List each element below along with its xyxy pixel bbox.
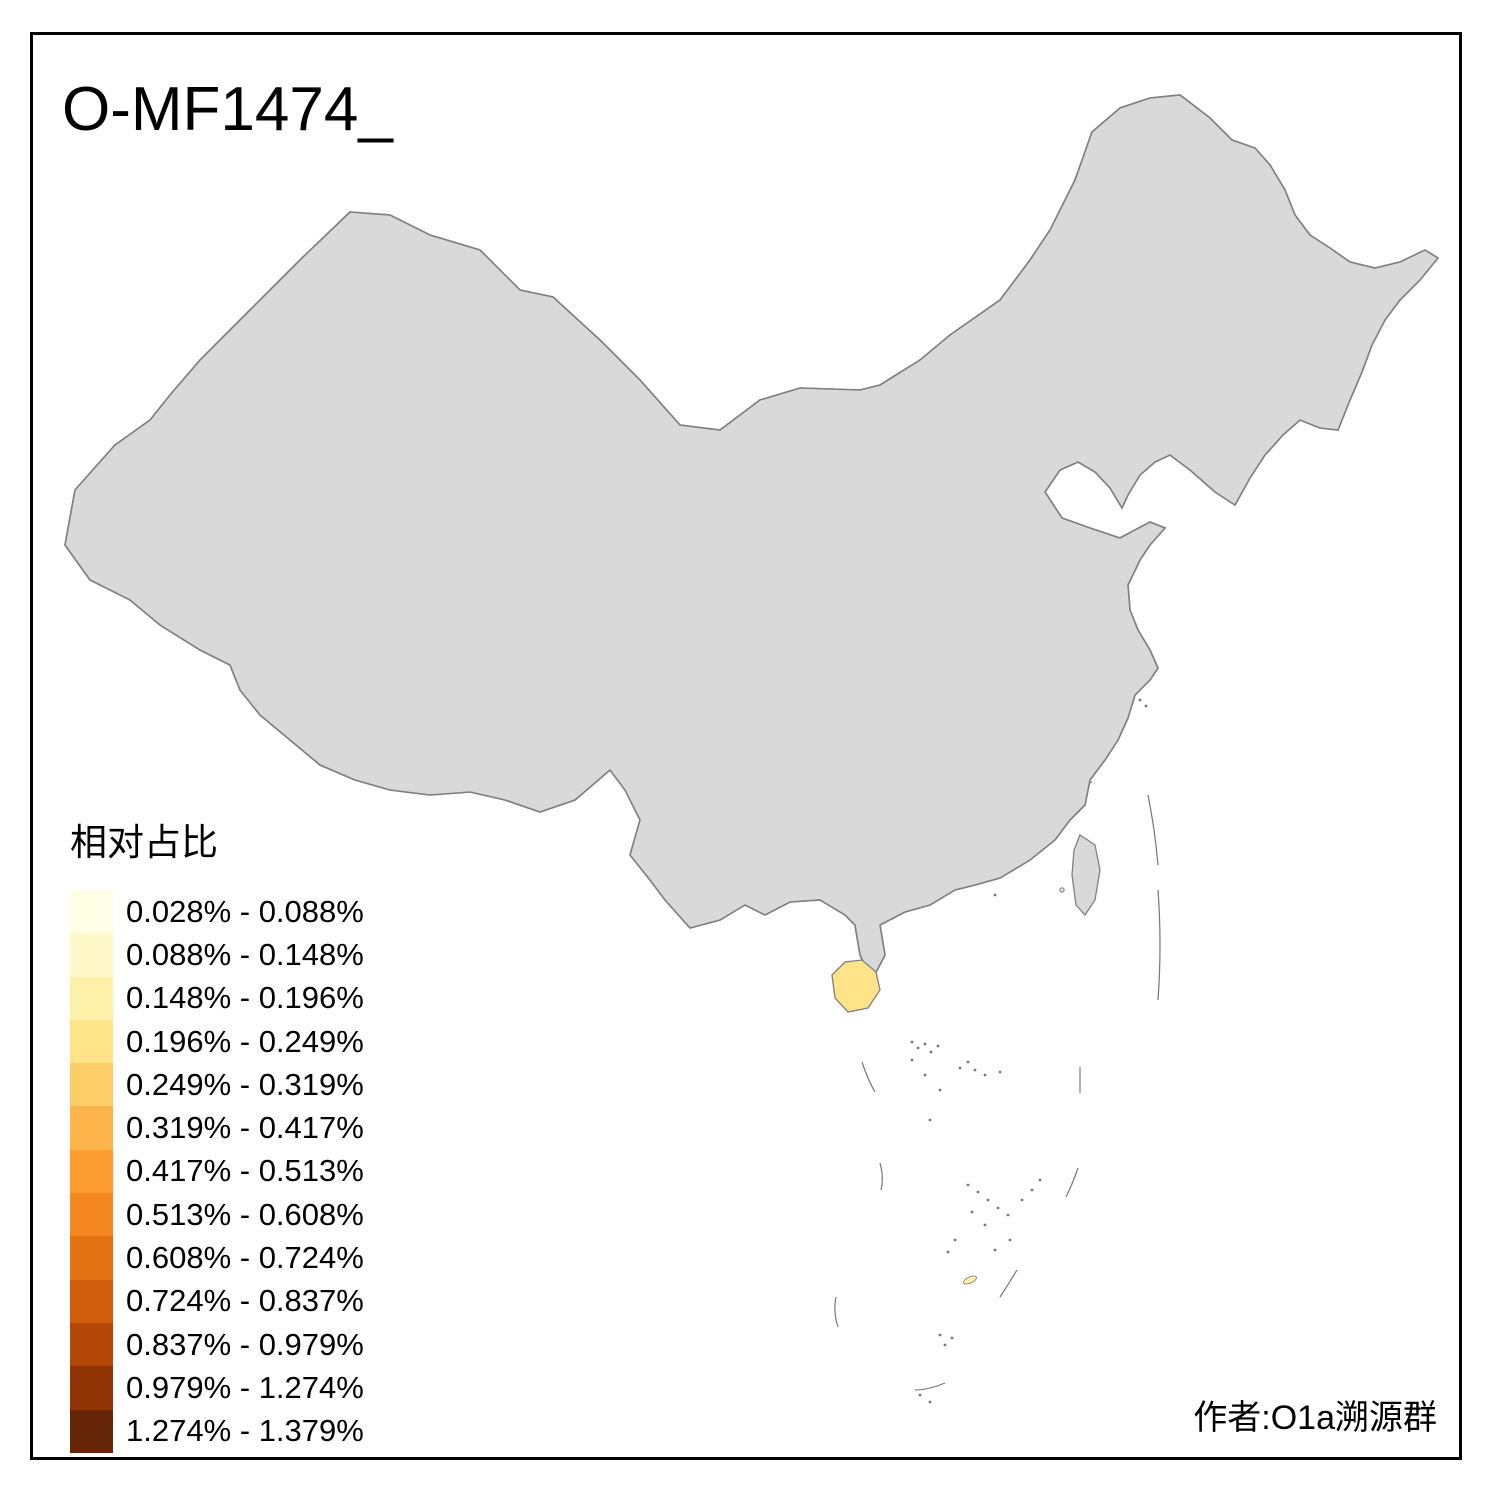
legend-item: 0.148% - 0.196% [70, 976, 364, 1020]
island-speck [928, 1118, 932, 1122]
legend-label: 0.724% - 0.837% [126, 1283, 364, 1319]
island-speck [923, 1042, 927, 1046]
legend-label: 0.513% - 0.608% [126, 1196, 364, 1232]
legend-item: 0.608% - 0.724% [70, 1236, 364, 1280]
island-speck [966, 1060, 970, 1064]
legend-label: 0.417% - 0.513% [126, 1153, 364, 1189]
island-speck [983, 1223, 987, 1227]
island-speck [993, 1248, 997, 1252]
island-speck [1038, 1178, 1042, 1182]
island-speck [929, 1050, 933, 1054]
island-speck [973, 1068, 977, 1072]
legend-label: 0.319% - 0.417% [126, 1110, 364, 1146]
island-speck [928, 1400, 932, 1404]
island-speck [970, 1210, 974, 1214]
island-specks [910, 698, 1148, 1404]
legend-label: 0.148% - 0.196% [126, 980, 364, 1016]
legend-label: 0.088% - 0.148% [126, 936, 364, 972]
island-speck [976, 1190, 980, 1194]
legend-item: 0.088% - 0.148% [70, 933, 364, 977]
legend-item: 0.513% - 0.608% [70, 1193, 364, 1237]
legend-label: 0.608% - 0.724% [126, 1240, 364, 1276]
island-speck [936, 1044, 940, 1048]
legend-item: 1.274% - 1.379% [70, 1409, 364, 1453]
island-speck [953, 1238, 957, 1242]
legend-label: 0.249% - 0.319% [126, 1066, 364, 1102]
legend-swatch [70, 933, 113, 977]
island-speck [918, 1393, 922, 1397]
south-china-sea-islands [834, 794, 1161, 1391]
hainan-island [831, 959, 881, 1013]
legend-swatch [70, 1106, 113, 1150]
legend-swatch [70, 1366, 113, 1410]
page-title: O-MF1474_ [62, 75, 393, 144]
legend-swatch [70, 1236, 113, 1280]
island-speck [966, 1183, 970, 1187]
island-speck [1138, 698, 1142, 702]
island-speck [943, 1343, 947, 1347]
legend-item: 0.196% - 0.249% [70, 1019, 364, 1064]
legend-label: 1.274% - 1.379% [126, 1413, 364, 1449]
island-speck [993, 893, 997, 897]
island-speck [916, 1046, 920, 1050]
legend-swatch [70, 890, 113, 934]
legend-items: 0.028% - 0.088% 0.088% - 0.148% 0.148% - 0… [70, 890, 364, 1453]
legend-item: 0.249% - 0.319% [70, 1063, 364, 1107]
island-speck [1008, 1238, 1012, 1242]
legend-label: 0.196% - 0.249% [126, 1023, 364, 1059]
island-speck [938, 1088, 942, 1092]
island-speck [910, 1040, 914, 1044]
legend-item: 0.319% - 0.417% [70, 1106, 364, 1150]
island-speck [986, 1198, 990, 1202]
island-speck [1020, 1198, 1024, 1202]
legend-swatch [70, 976, 113, 1020]
legend-title: 相对占比 [70, 822, 218, 863]
taiwan-island [1071, 834, 1101, 917]
penghu-island [1059, 887, 1065, 893]
legend-swatch [70, 1322, 113, 1367]
legend-item: 0.724% - 0.837% [70, 1279, 364, 1323]
legend-label: 0.028% - 0.088% [126, 893, 364, 929]
legend-swatch [70, 1409, 113, 1453]
legend-label: 0.979% - 1.274% [126, 1369, 364, 1405]
island-speck [946, 1250, 950, 1254]
taiping-island [963, 1275, 977, 1285]
legend-label: 0.837% - 0.979% [126, 1326, 364, 1362]
legend-swatch [70, 1279, 113, 1323]
legend-item: 0.837% - 0.979% [70, 1322, 364, 1367]
island-speck [923, 1073, 927, 1077]
attribution-text: 作者:O1a溯源群 [1193, 1399, 1437, 1437]
island-speck [950, 1336, 954, 1340]
island-speck [958, 1066, 962, 1070]
legend-item: 0.417% - 0.513% [70, 1149, 364, 1194]
legend-swatch [70, 1193, 113, 1237]
legend-item: 0.979% - 1.274% [70, 1366, 364, 1410]
legend-swatch [70, 1149, 113, 1194]
legend-swatch [70, 1019, 113, 1064]
legend-swatch [70, 1063, 113, 1107]
island-speck [996, 1206, 1000, 1210]
island-speck [1006, 1213, 1010, 1217]
legend-item: 0.028% - 0.088% [70, 890, 364, 934]
island-speck [998, 1070, 1002, 1074]
island-speck [983, 1073, 987, 1077]
island-speck [938, 1333, 942, 1337]
island-speck [1030, 1188, 1034, 1192]
legend: 相对占比 0.028% - 0.088% 0.088% - 0.148% 0.148… [70, 812, 364, 1453]
island-speck [910, 1058, 914, 1062]
island-speck [1144, 704, 1148, 708]
